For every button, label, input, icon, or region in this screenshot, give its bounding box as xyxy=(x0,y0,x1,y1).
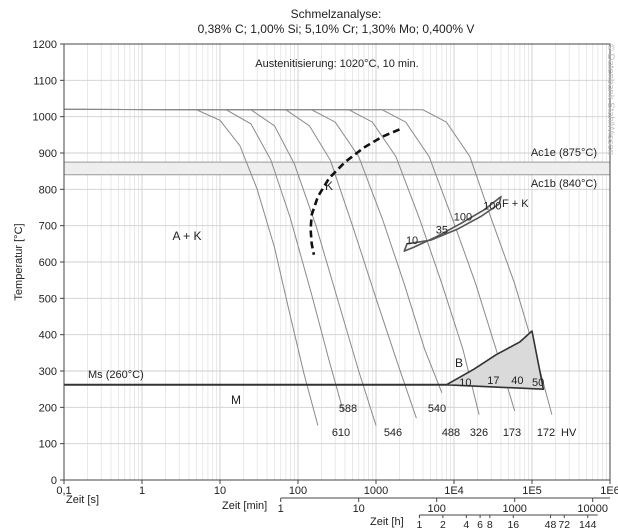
hardness-label: 588 xyxy=(339,403,357,415)
min-axis-label: Zeit [min] xyxy=(222,500,267,512)
cooling-curve xyxy=(63,108,443,393)
ac-line-label: Ac1b (840°C) xyxy=(531,178,597,190)
x-tick-label: 1000 xyxy=(364,485,388,497)
y-tick-label: 200 xyxy=(39,402,57,414)
y-tick-label: 1000 xyxy=(33,112,57,124)
hardness-label: 172 xyxy=(537,427,555,439)
hardness-label: 326 xyxy=(470,427,488,439)
cooling-curve xyxy=(63,108,516,412)
h-tick-label: 4 xyxy=(463,519,469,531)
y-tick-label: 100 xyxy=(39,439,57,451)
min-tick-label: 100 xyxy=(428,503,446,515)
y-tick-label: 800 xyxy=(39,184,57,196)
cooling-curve xyxy=(63,108,344,412)
cooling-curves: 610 588 546 540 488 326 173 172 HV Ms (260°C) xyxy=(63,108,577,439)
cooling-curve xyxy=(63,108,377,426)
y-tick-label: 500 xyxy=(39,293,57,305)
h-tick-label: 16 xyxy=(507,519,519,531)
bainite-region xyxy=(445,330,545,390)
bainite-percent-label: 17 xyxy=(487,375,499,387)
ferrite-region xyxy=(403,195,502,252)
h-tick-label: 72 xyxy=(558,519,570,531)
h-tick-label: 1 xyxy=(416,519,422,531)
bainite-region-label: B xyxy=(455,356,463,370)
chart-title: Schmelzanalyse: xyxy=(291,7,382,21)
ferrite-percent-label: 10 xyxy=(406,235,418,247)
y-tick-label: 1200 xyxy=(33,39,57,51)
min-tick-label: 10000 xyxy=(577,503,608,515)
region-label: A + K xyxy=(172,229,201,243)
cooling-curve xyxy=(63,108,417,419)
region-label: M xyxy=(231,393,241,407)
y-tick-label: 900 xyxy=(39,148,57,160)
y-axis-label: Temperatur [°C] xyxy=(13,223,25,300)
austenitizing-annotation: Austenitisierung: 1020°C, 10 min. xyxy=(255,58,418,70)
x-tick-label: 1E6 xyxy=(600,485,618,497)
x-tick-label: 1 xyxy=(139,485,145,497)
y-tick-label: 600 xyxy=(39,257,57,269)
hardness-label: 540 xyxy=(428,403,446,415)
y-tick-label: 1100 xyxy=(33,75,57,87)
ms-label: Ms (260°C) xyxy=(88,369,144,381)
diagram-labels: A + K K M xyxy=(172,179,333,407)
cooling-curve xyxy=(63,108,480,415)
hardness-label: 488 xyxy=(442,427,460,439)
ac-lines: Ac1e (875°C) Ac1b (840°C) xyxy=(64,147,610,190)
chart-subtitle: 0,38% C; 1,00% Si; 5,10% Cr; 1,30% Mo; 0… xyxy=(198,22,475,36)
x-tick-label: 1E4 xyxy=(444,485,464,497)
axes: 0100200300400500600700800900100011001200… xyxy=(33,39,618,531)
watermark: © Datenbank StahlWissen xyxy=(605,44,616,155)
y-tick-label: 400 xyxy=(39,330,57,342)
ferrite-percent-label: 100 xyxy=(454,212,472,224)
bainite-percent-label: 40 xyxy=(511,375,523,387)
h-tick-label: 2 xyxy=(440,519,446,531)
h-tick-label: 144 xyxy=(579,519,597,531)
ferrite-region-label: F + K xyxy=(502,198,529,210)
x-tick-label: 0,1 xyxy=(56,485,71,497)
y-tick-label: 700 xyxy=(39,221,57,233)
ac-band xyxy=(64,162,610,175)
region-label: K xyxy=(325,179,333,193)
x-tick-label: 1E5 xyxy=(522,485,542,497)
min-tick-label: 10 xyxy=(353,503,365,515)
x-axis-label: Zeit [s] xyxy=(66,494,99,506)
y-tick-label: 300 xyxy=(39,366,57,378)
h-tick-label: 6 xyxy=(477,519,483,531)
y-tick-label: 0 xyxy=(51,475,57,487)
x-tick-label: 10 xyxy=(214,485,226,497)
h-tick-label: 8 xyxy=(487,519,493,531)
h-axis-label: Zeit [h] xyxy=(370,516,404,528)
ac-line-label: Ac1e (875°C) xyxy=(531,147,597,159)
bainite-percent-label: 10 xyxy=(459,377,471,389)
carbide-start-curve xyxy=(309,128,401,255)
ferrite-percent-label: 35 xyxy=(436,224,448,236)
bainite-percent-label: 50 xyxy=(532,377,544,389)
hardness-label: 173 xyxy=(503,427,521,439)
x-tick-label: 100 xyxy=(289,485,307,497)
h-tick-label: 48 xyxy=(545,519,557,531)
hv-unit-label: HV xyxy=(561,427,577,439)
min-tick-label: 1000 xyxy=(502,503,526,515)
ferrite-percent-label: 100 xyxy=(483,201,501,213)
cooling-curve xyxy=(63,108,319,426)
min-tick-label: 1 xyxy=(278,503,284,515)
hardness-label: 610 xyxy=(332,427,350,439)
hardness-label: 546 xyxy=(384,427,402,439)
